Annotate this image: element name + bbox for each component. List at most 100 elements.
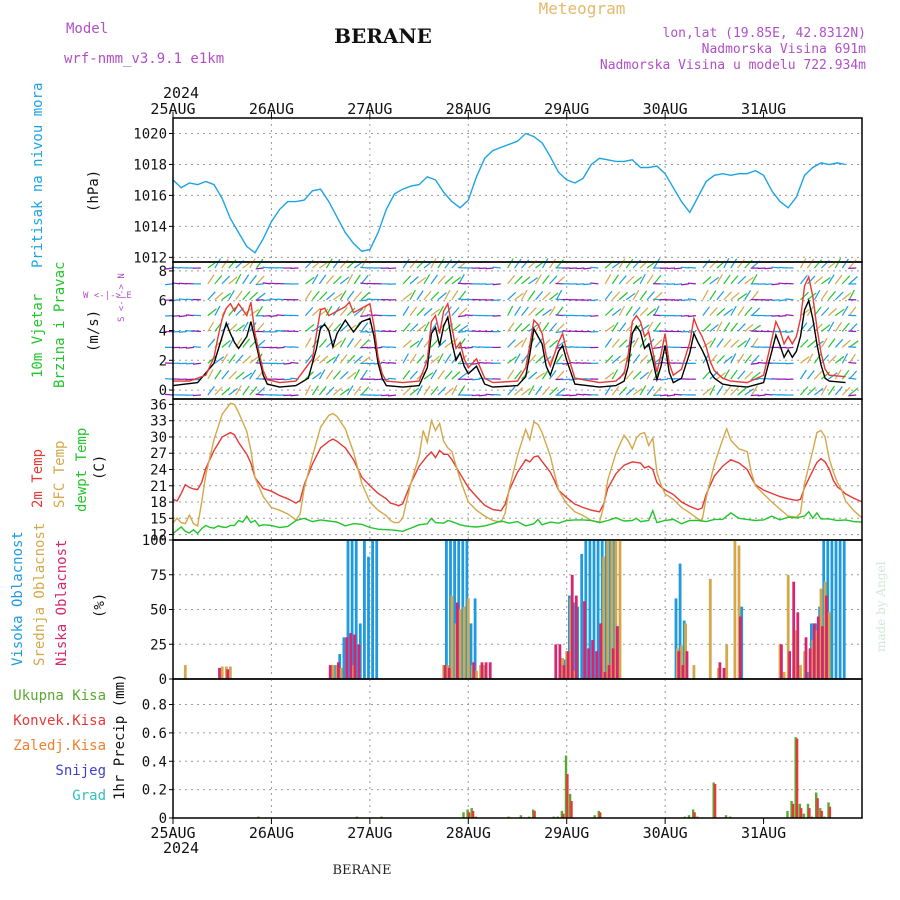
lonlat-label: lon,lat (19.85E, 42.8312N): [663, 26, 867, 41]
wind-arrow: [848, 377, 857, 380]
niska-oblacnost-bar: [443, 665, 447, 679]
visoka-oblacnost-bar: [838, 540, 842, 679]
niska-oblacnost-bar: [583, 601, 586, 679]
wind-arrow: [618, 386, 628, 396]
wind-arrow: [416, 354, 425, 364]
ukupna-kisa-bar: [519, 815, 523, 818]
wind-arrow: [381, 394, 390, 397]
wind-arrow: [430, 355, 440, 364]
niska-oblacnost-bar: [722, 667, 726, 679]
wind-arrow: [813, 370, 823, 380]
x-tick-label: 27AUG: [347, 100, 392, 118]
wind-compass-ns: S <-|-> N: [117, 273, 127, 322]
wind-arrow: [744, 337, 751, 348]
wind-arrow: [430, 291, 440, 301]
wind-arrow: [333, 292, 343, 301]
wind-arrow: [458, 307, 468, 317]
wind-arrow: [242, 321, 249, 332]
dewpt-temp-line: [172, 508, 863, 535]
konvek-kisa-bar: [566, 774, 569, 818]
wind-arrow: [430, 369, 438, 380]
wind-arrow: [716, 385, 724, 396]
wind-arrow: [185, 346, 194, 349]
niska-oblacnost-bar: [615, 626, 619, 679]
wind-arrow: [305, 306, 314, 317]
wind-arrow: [276, 314, 285, 317]
wind-arrow: [214, 356, 225, 364]
wind-arrow: [841, 339, 851, 348]
wind-arrow: [242, 338, 251, 348]
niska-oblacnost-bar: [611, 648, 615, 679]
wind-arrow: [764, 377, 773, 380]
srednja-oblacnost-bar: [602, 556, 605, 679]
wind-arrow: [632, 388, 643, 396]
wind-arrow: [541, 258, 549, 269]
ukupna-kisa-bar: [790, 801, 793, 818]
wind-arrow: [416, 307, 425, 317]
wind-arrow: [325, 339, 335, 348]
wind-arrow: [381, 330, 390, 333]
wind-arrow: [464, 329, 473, 333]
wind-arrow: [444, 370, 453, 380]
wind-arrow: [702, 370, 711, 380]
product-title: Meteogram: [539, 0, 626, 18]
wind-arrow: [367, 298, 376, 301]
wind-arrow: [604, 324, 615, 332]
wind-arrow: [318, 385, 327, 396]
wind-arrow: [305, 323, 315, 332]
wind-arrow: [744, 306, 753, 317]
wind-arrow: [744, 323, 754, 332]
wind-arrow: [702, 340, 713, 348]
visoka-oblacnost-bar: [822, 540, 826, 679]
temp-unit: (C): [92, 455, 108, 480]
wind-arrow: [555, 330, 564, 334]
wind-arrow: [814, 276, 824, 285]
wind-arrow: [834, 308, 845, 317]
wind-arrow: [374, 330, 383, 333]
wind-arrow: [737, 275, 747, 285]
wind-arrow: [353, 385, 362, 396]
ukupna-kisa-bar: [815, 792, 818, 818]
wind-arrow: [848, 306, 857, 316]
wind-arrow: [192, 362, 201, 365]
wind-arrow: [709, 337, 716, 348]
wind-arrow: [778, 315, 787, 317]
wind-panel: 0 2 4 6 8: [159, 257, 863, 400]
srednja-oblacnost-bar: [462, 606, 466, 679]
wind-arrow: [319, 261, 329, 269]
wind-arrow: [555, 353, 564, 364]
wind-arrow: [521, 276, 531, 285]
niska-oblacnost-bar: [353, 634, 357, 679]
wind-arrow: [555, 289, 563, 301]
visoka-oblacnost-bar: [830, 540, 834, 679]
y-tick-label: 30: [150, 430, 167, 446]
wind-arrow: [478, 361, 487, 364]
wind-arrow: [618, 356, 629, 364]
ukupna-kisa-bar: [692, 809, 695, 818]
wind-arrow: [332, 370, 341, 380]
wind-arrow: [549, 292, 559, 301]
wind-arrow: [583, 267, 592, 270]
wind-arrow: [771, 393, 780, 396]
visoka-oblacnost-bar: [674, 598, 678, 679]
precip-legend-frz: Zaledj.Kisa: [13, 738, 106, 754]
wind-arrow: [841, 292, 852, 301]
wind-arrow: [353, 274, 361, 285]
wind-arrow: [716, 372, 726, 380]
ukupna-kisa-bar: [819, 808, 822, 818]
wind-arrow: [730, 292, 740, 301]
wind-arrow: [750, 345, 759, 348]
wind-arrow: [611, 385, 620, 396]
wind-arrow: [716, 274, 723, 285]
wind-arrow: [507, 274, 516, 285]
wind-arrow: [304, 290, 312, 301]
wind-arrow: [319, 355, 329, 364]
wind-arrow: [423, 307, 433, 317]
wind-arrow: [164, 393, 174, 396]
wind-arrow: [528, 354, 537, 364]
wind-arrow: [834, 355, 845, 364]
wind-arrow: [178, 315, 188, 318]
wind-arrow: [367, 330, 376, 333]
wind-arrow: [276, 329, 285, 333]
konvek-kisa-bar: [713, 784, 717, 818]
